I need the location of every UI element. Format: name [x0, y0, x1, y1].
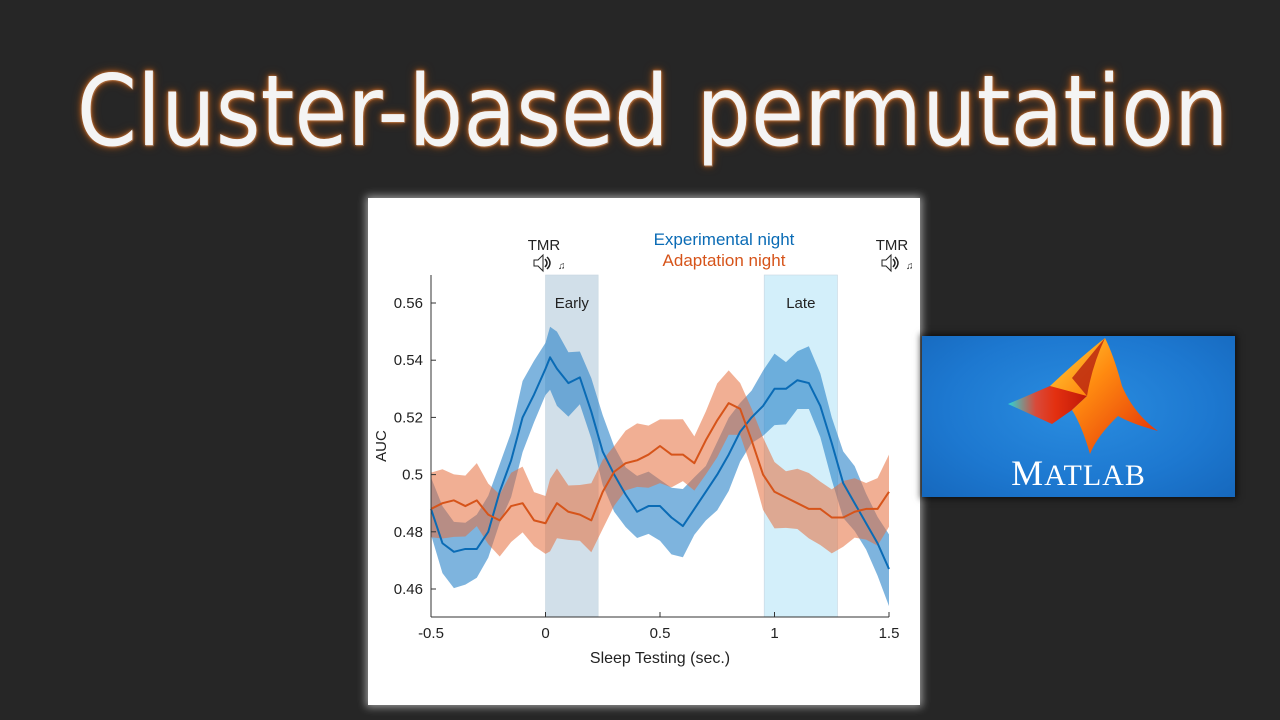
legend-adaptation-night: Adaptation night [663, 251, 786, 270]
auc-line-chart: Early Late 0.46 0.48 0.5 0.52 0.54 0.56 -0.5 0 0.5… [373, 230, 914, 667]
y-tick-label: 0.54 [394, 352, 423, 369]
y-tick-label: 0.5 [402, 467, 423, 484]
svg-text:♫: ♫ [906, 261, 914, 272]
auc-chart-figure: Early Late 0.46 0.48 0.5 0.52 0.54 0.56 -0.5 0 0.5… [368, 198, 920, 705]
tmr-label: TMR [528, 237, 561, 254]
y-tick-label: 0.48 [394, 524, 423, 541]
adaptation-confidence-band [431, 370, 889, 557]
y-tick-label: 0.52 [394, 409, 423, 426]
tmr-label: TMR [876, 237, 909, 254]
svg-text:♫: ♫ [558, 261, 566, 272]
x-tick-label: 0 [541, 625, 549, 642]
x-tick-label: 0.5 [650, 625, 671, 642]
x-tick-label: -0.5 [418, 625, 444, 642]
slide-title: Cluster-based permutation [76, 55, 1229, 169]
matlab-logo: MATLAB [922, 336, 1235, 497]
window-band-early [545, 274, 599, 618]
experimental-confidence-band [431, 326, 889, 607]
matlab-membrane-icon [1008, 338, 1158, 454]
window-label-early: Early [555, 295, 590, 312]
y-axis-label: AUC [373, 430, 390, 462]
experimental-mean-line [430, 356, 890, 570]
x-axis-label: Sleep Testing (sec.) [590, 650, 730, 667]
x-tick-label: 1 [770, 625, 778, 642]
speaker-sound-icon: ♫ [533, 253, 566, 273]
y-tick-label: 0.46 [394, 581, 423, 598]
matlab-wordmark: MATLAB [1011, 453, 1146, 493]
x-tick-label: 1.5 [879, 625, 900, 642]
y-tick-label: 0.56 [394, 295, 423, 312]
adaptation-mean-line [430, 402, 890, 525]
legend-experimental-night: Experimental night [654, 230, 795, 249]
speaker-sound-icon: ♫ [881, 253, 914, 273]
window-label-late: Late [786, 295, 815, 312]
